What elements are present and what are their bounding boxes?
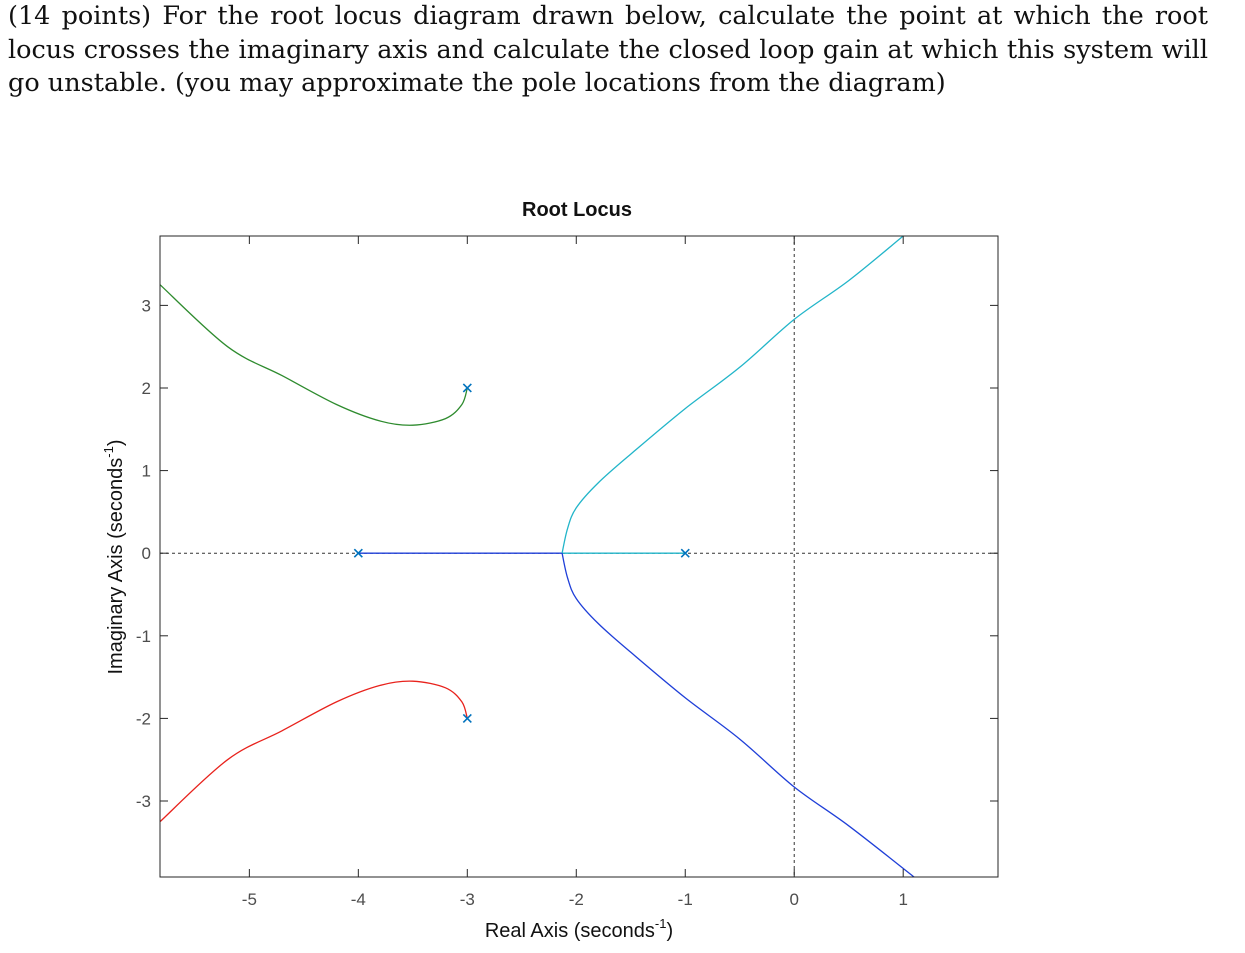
y-axis-title: Imaginary Axis (seconds-1) [101,440,127,675]
locus-branch-5 [561,235,904,554]
x-tick-label: -5 [242,890,257,909]
y-tick-label: 3 [142,296,151,315]
x-axis-ticks: -5 -4 -3 -2 -1 0 1 [242,236,908,909]
y-tick-label: 1 [142,462,151,481]
pole-marker-stroke [680,548,690,558]
y-tick-label: 0 [142,544,151,563]
pole-marker-stroke [462,383,472,393]
y-axis-ticks: -3 -2 -1 0 1 2 3 [136,296,998,811]
pole-marker-1 [353,548,363,558]
locus-branch-2 [159,680,468,823]
y-tick-label: -2 [136,709,151,728]
plot-frame [159,235,999,878]
x-tick-label: 1 [898,890,907,909]
pole-marker-4 [462,713,472,723]
locus-branch-1 [159,284,468,426]
open-loop-poles [353,383,690,723]
pole-marker-2 [680,548,690,558]
x-axis-title: Real Axis (seconds-1) [485,916,673,942]
pole-marker-stroke [353,548,363,558]
y-tick-label: 2 [142,379,151,398]
zero-guides [160,236,998,877]
x-tick-label: -2 [569,890,584,909]
plot-title: Root Locus [522,199,632,221]
locus-branch-6 [561,553,915,878]
y-tick-label: -1 [136,627,151,646]
pole-marker-stroke [462,713,472,723]
x-tick-label: -3 [460,890,475,909]
y-tick-label: -3 [136,792,151,811]
problem-statement: (14 points) For the root locus diagram d… [8,1,1208,98]
x-tick-label: -1 [678,890,693,909]
pole-marker-3 [462,383,472,393]
locus-branches [159,235,915,878]
x-tick-label: -4 [351,890,366,909]
x-tick-label: 0 [789,890,798,909]
